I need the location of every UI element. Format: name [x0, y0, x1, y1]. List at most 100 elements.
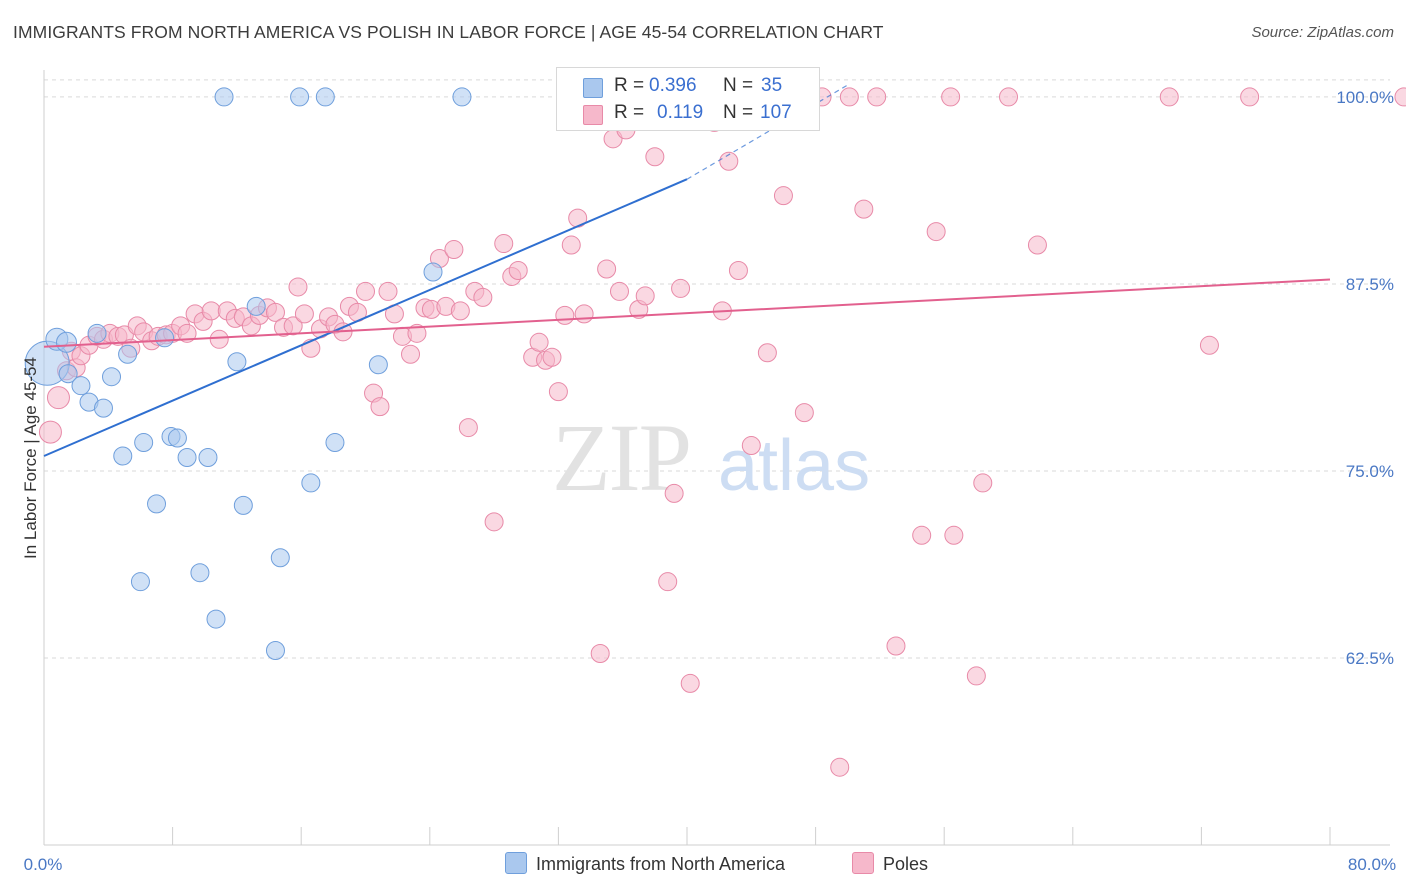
legend-n-value: 35 [761, 75, 783, 96]
poles-point-95 [839, 87, 859, 107]
poles-trend-line [43, 278, 1331, 348]
immigrants-trend-line [43, 178, 688, 457]
legend-r-value: 0.119 [657, 102, 704, 123]
poles-point-82 [664, 483, 684, 503]
immigrants-point-25 [265, 641, 285, 661]
immigrants-point-13 [147, 494, 167, 514]
bottom-legend-immigrants: Immigrants from North America [505, 852, 785, 875]
legend-r-value: 0.396 [649, 75, 697, 96]
immigrants-point-18 [190, 563, 210, 583]
poles-point-70 [561, 235, 581, 255]
y-axis-label: In Labor Force | Age 45-54 [21, 357, 40, 559]
immigrants-point-33 [452, 87, 472, 107]
poles-point-92 [794, 403, 814, 423]
poles-point-65 [529, 332, 549, 352]
immigrants-point-9 [118, 344, 138, 364]
immigrants-point-20 [206, 609, 226, 629]
immigrants-point-27 [290, 87, 310, 107]
poles-point-46 [378, 281, 398, 301]
poles-point-59 [473, 287, 493, 307]
poles-point-68 [548, 382, 568, 402]
poles-point-107 [1159, 87, 1179, 107]
source-label: Source: ZipAtlas.com [1251, 24, 1394, 41]
poles-point-76 [609, 281, 629, 301]
legend-n-value: 107 [760, 102, 792, 123]
watermark: ZIP atlas [552, 404, 870, 511]
immigrants-point-11 [134, 433, 154, 453]
poles-point-105 [999, 87, 1018, 107]
poles-point-108 [1199, 335, 1219, 355]
chart-title: IMMIGRANTS FROM NORTH AMERICA VS POLISH … [13, 22, 884, 42]
poles-point-35 [294, 304, 314, 324]
stats-legend: R = 0.396 N = 35 R = 0.119 N = 107 [556, 67, 820, 131]
immigrants-point-12 [130, 572, 150, 592]
legend-n-label: N = [723, 75, 754, 96]
trend-lines [43, 84, 1331, 457]
poles-point-49 [401, 344, 421, 364]
immigrants-point-32 [423, 262, 443, 282]
poles-point-83 [671, 278, 691, 298]
y-tick-label-1: 75.0% [1346, 462, 1394, 481]
immigrants-point-22 [227, 352, 247, 372]
immigrants-point-16 [167, 428, 187, 448]
poles-point-87 [719, 151, 739, 171]
bottom-legend-swatch-blue [505, 852, 527, 874]
poles-point-67 [542, 347, 562, 367]
immigrants-point-7 [93, 398, 113, 418]
poles-point-43 [356, 281, 375, 301]
legend-row-poles: R = 0.119 N = 107 [557, 101, 819, 127]
poles-point-50 [407, 323, 427, 343]
poles-point-69 [555, 305, 575, 325]
poles-point-102 [944, 525, 964, 545]
poles-point-0 [38, 420, 62, 444]
poles-point-24 [209, 329, 229, 349]
y-tick-label-3: 100.0% [1336, 88, 1394, 107]
poles-point-80 [645, 147, 665, 167]
immigrants-point-28 [301, 473, 321, 493]
immigrants-point-17 [177, 448, 197, 467]
immigrants-point-8 [102, 367, 122, 387]
legend-r-label: R = [614, 102, 645, 123]
poles-point-84 [680, 673, 700, 693]
legend-row-immigrants: R = 0.396 N = 35 [557, 74, 819, 100]
y-tick-label-2: 87.5% [1346, 275, 1394, 294]
poles-point-60 [484, 512, 504, 532]
poles-point-91 [773, 186, 793, 206]
legend-r-label: R = [614, 75, 645, 96]
immigrants-point-29 [315, 87, 335, 107]
poles-point-61 [494, 234, 514, 254]
poles-point-96 [854, 199, 874, 219]
immigrants-point-3 [58, 364, 78, 384]
poles-point-34 [288, 277, 308, 297]
bottom-legend-label-immigrants: Immigrants from North America [536, 854, 786, 874]
poles-point-90 [757, 343, 777, 363]
immigrants-point-26 [270, 548, 290, 568]
poles-point-74 [597, 259, 617, 279]
poles-point-72 [574, 304, 594, 324]
bottom-legend-label-poles: Poles [883, 854, 929, 874]
immigrants-point-30 [325, 433, 345, 453]
immigrants-point-23 [233, 495, 253, 515]
immigrants-point-10 [113, 446, 133, 466]
poles-point-94 [830, 757, 850, 777]
bottom-legend-poles: Poles [852, 852, 928, 875]
y-tick-label-0: 62.5% [1346, 649, 1394, 668]
poles-point-57 [458, 418, 478, 438]
poles-point-73 [590, 643, 610, 663]
poles-point-104 [973, 473, 993, 493]
poles-point-100 [926, 222, 946, 242]
poles-point-33 [283, 316, 303, 336]
poles-point-110 [1394, 87, 1406, 107]
x-tick-label-min: 0.0% [24, 855, 63, 874]
legend-swatch-pink [583, 105, 603, 125]
poles-point-56 [450, 301, 470, 321]
poles-point-20 [177, 323, 197, 343]
poles-point-55 [444, 240, 464, 260]
poles-point-63 [508, 260, 528, 280]
poles-point-31 [265, 302, 285, 322]
poles-point-109 [1240, 87, 1260, 107]
poles-point-106 [1027, 235, 1047, 255]
immigrants-point-6 [87, 323, 107, 343]
immigrants-point-31 [368, 355, 388, 375]
